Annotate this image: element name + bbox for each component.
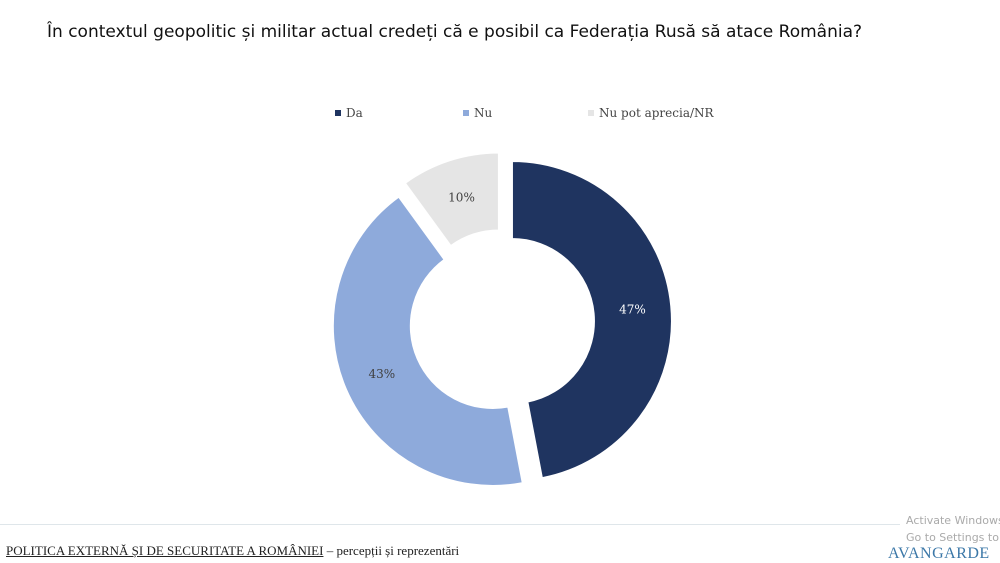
legend-label: Nu pot aprecia/NR <box>599 106 714 120</box>
slice-nu <box>331 195 524 487</box>
slice-nu-pot-aprecia-nr <box>403 151 500 248</box>
legend-swatch <box>335 110 341 116</box>
legend-label: Nu <box>474 106 493 120</box>
watermark-line2: Go to Settings to activate <box>906 531 1000 544</box>
legend-item-nu: Nu <box>463 106 492 120</box>
footer-subtitle: – percepții și reprezentări <box>323 543 460 558</box>
legend-item-nr: Nu pot aprecia/NR <box>588 106 714 120</box>
data-label: 10% <box>448 190 475 204</box>
legend-swatch <box>463 110 469 116</box>
footer: POLITICA EXTERNĂ ȘI DE SECURITATE A ROMÂ… <box>6 543 459 559</box>
data-label: 43% <box>368 367 395 381</box>
footer-title: POLITICA EXTERNĂ ȘI DE SECURITATE A ROMÂ… <box>6 543 324 558</box>
watermark-line1: Activate Windows <box>906 514 1000 527</box>
legend-item-da: Da <box>335 106 363 120</box>
slice-da <box>510 160 673 480</box>
chart-title: În contextul geopolitic și militar actua… <box>47 22 863 42</box>
data-label: 47% <box>619 303 646 317</box>
activation-watermark: Activate Windows Go to Settings to activa… <box>906 512 1000 546</box>
divider <box>0 524 900 525</box>
legend-label: Da <box>346 106 363 120</box>
legend-swatch <box>588 110 594 116</box>
avangarde-logo: AVANGARDE <box>888 545 990 562</box>
